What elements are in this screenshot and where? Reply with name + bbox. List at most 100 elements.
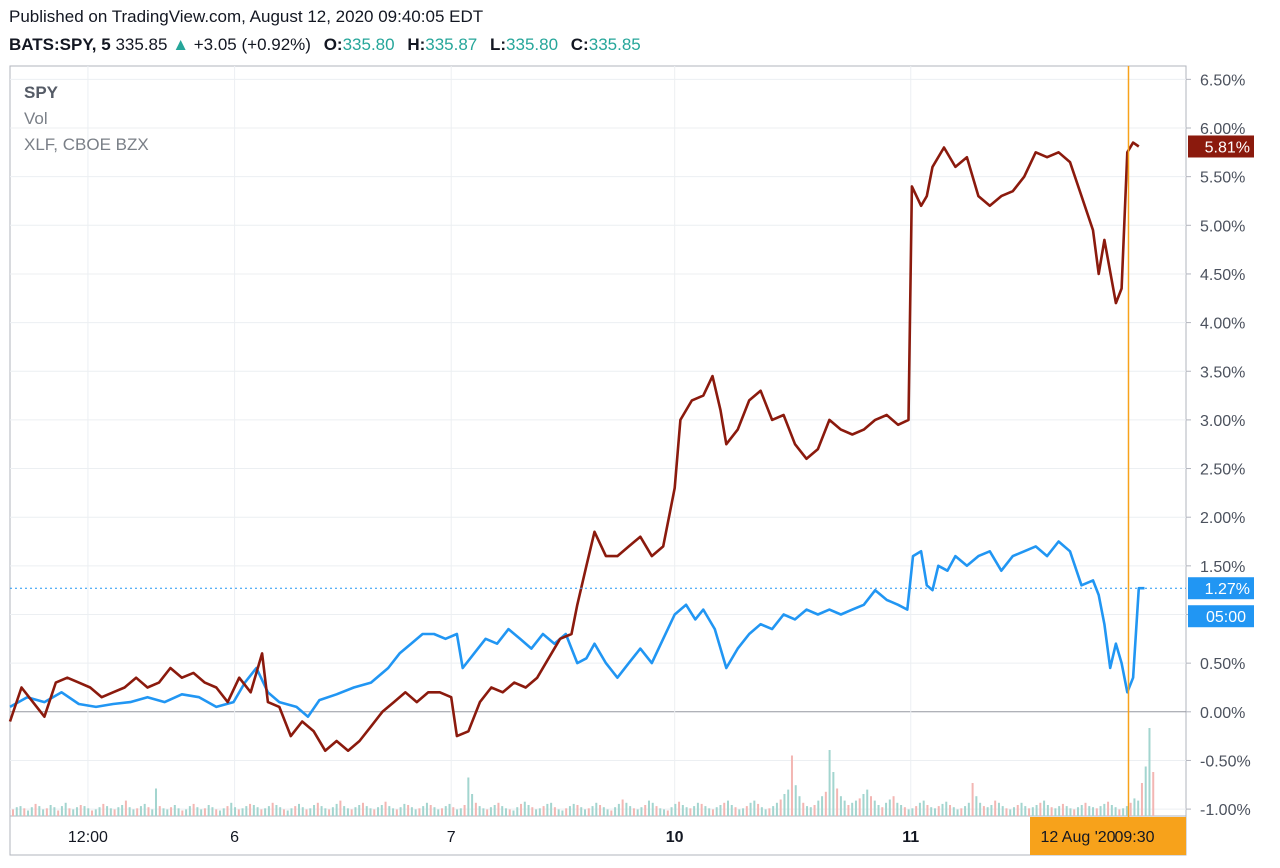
volume-bar <box>516 807 519 816</box>
volume-bar <box>727 800 729 816</box>
countdown-label: 05:00 <box>1206 609 1246 626</box>
volume-bar <box>207 805 210 816</box>
volume-bar <box>1058 806 1061 816</box>
volume-bar <box>561 810 564 816</box>
volume-bar <box>301 807 304 816</box>
volume-bar <box>282 809 285 816</box>
volume-bar <box>1054 808 1057 816</box>
volume-bar <box>967 802 970 816</box>
volume-bar <box>806 806 809 816</box>
volume-bar <box>34 803 37 816</box>
volume-bar <box>542 806 545 816</box>
volume-bar <box>839 796 842 816</box>
volume-bar <box>994 800 997 816</box>
volume-bar <box>689 808 692 816</box>
price-tag-label-xlf: 5.81% <box>1205 139 1250 156</box>
volume-bar <box>595 802 598 816</box>
volume-bar <box>745 806 748 816</box>
volume-bar <box>568 806 571 816</box>
volume-bar <box>102 803 105 816</box>
last-price: 335.85 <box>115 35 168 54</box>
volume-bar <box>407 805 410 816</box>
volume-bar <box>824 791 827 816</box>
volume-bar <box>734 807 737 816</box>
volume-bar <box>12 809 14 816</box>
volume-bar <box>279 807 282 816</box>
volume-bar <box>531 807 534 816</box>
y-tick-label: 2.50% <box>1200 462 1245 479</box>
volume-bar <box>456 809 459 816</box>
volume-bar <box>128 807 131 816</box>
volume-bar <box>188 806 191 816</box>
volume-bar <box>260 809 263 816</box>
volume-bar <box>742 808 745 816</box>
volume-bar <box>425 802 428 816</box>
volume-bar <box>614 807 617 816</box>
volume-bar <box>350 809 353 816</box>
symbol-label[interactable]: BATS:SPY, 5 <box>9 35 111 54</box>
volume-bar <box>753 800 756 816</box>
volume-bar <box>535 809 538 816</box>
volume-bar <box>621 799 624 816</box>
volume-bar <box>809 807 812 816</box>
x-tick-label: 6 <box>230 829 239 846</box>
volume-bar <box>117 807 120 816</box>
volume-bar <box>173 805 176 816</box>
volume-bar <box>121 805 124 816</box>
volume-bar <box>441 808 443 816</box>
volume-bar <box>200 809 203 816</box>
volume-bar <box>885 802 888 816</box>
volume-bar <box>817 800 820 816</box>
volume-bar <box>900 805 903 816</box>
open-value: 335.80 <box>342 35 395 54</box>
volume-bar <box>772 806 775 816</box>
volume-bar <box>241 808 244 816</box>
symbol-ohlc-bar: BATS:SPY, 5 335.85 ▲ +3.05 (+0.92%) O:33… <box>9 35 641 55</box>
volume-bar <box>854 800 857 816</box>
volume-bar <box>237 809 240 816</box>
legend-xlf[interactable]: XLF, CBOE BZX <box>24 135 149 154</box>
volume-bar <box>23 808 26 816</box>
volume-bar <box>975 796 978 816</box>
volume-bar <box>1046 805 1049 816</box>
legend-spy[interactable]: SPY <box>24 83 59 102</box>
volume-bar <box>271 802 274 816</box>
volume-bar <box>915 806 918 816</box>
volume-bar <box>192 803 195 816</box>
volume-bar <box>659 808 662 816</box>
volume-bar <box>422 806 425 816</box>
volume-bar <box>647 800 650 816</box>
legend-vol[interactable]: Vol <box>24 109 48 128</box>
volume-bar <box>655 806 658 816</box>
volume-bar <box>1133 798 1136 816</box>
volume-bar <box>399 807 402 816</box>
volume-bar <box>286 810 289 816</box>
volume-bar <box>489 807 492 816</box>
volume-bar <box>580 807 583 816</box>
price-tag-label-spy: 1.27% <box>1205 581 1250 598</box>
volume-bar <box>256 807 259 816</box>
volume-bar <box>941 803 944 816</box>
volume-bar <box>320 806 323 816</box>
chart-legend: SPY Vol XLF, CBOE BZX <box>24 80 149 158</box>
y-tick-label: 6.50% <box>1200 72 1245 89</box>
volume-bar <box>309 808 312 816</box>
price-tag-xlf <box>1188 135 1254 158</box>
volume-bar <box>760 807 763 816</box>
published-caption: Published on TradingView.com, August 12,… <box>9 7 484 26</box>
volume-bar <box>1005 808 1008 816</box>
volume-bar <box>670 807 673 816</box>
volume-bar <box>858 798 861 816</box>
volume-bar <box>1125 806 1128 816</box>
volume-bar <box>764 809 767 816</box>
series-line-xlf <box>8 141 1140 752</box>
volume-bar <box>463 805 466 816</box>
volume-bar <box>38 806 41 816</box>
volume-bar <box>1148 728 1151 816</box>
volume-bar <box>113 809 116 816</box>
volume-bar <box>651 802 654 816</box>
volume-bar <box>508 809 511 816</box>
volume-bar <box>591 806 594 816</box>
volume-bar <box>132 809 135 816</box>
